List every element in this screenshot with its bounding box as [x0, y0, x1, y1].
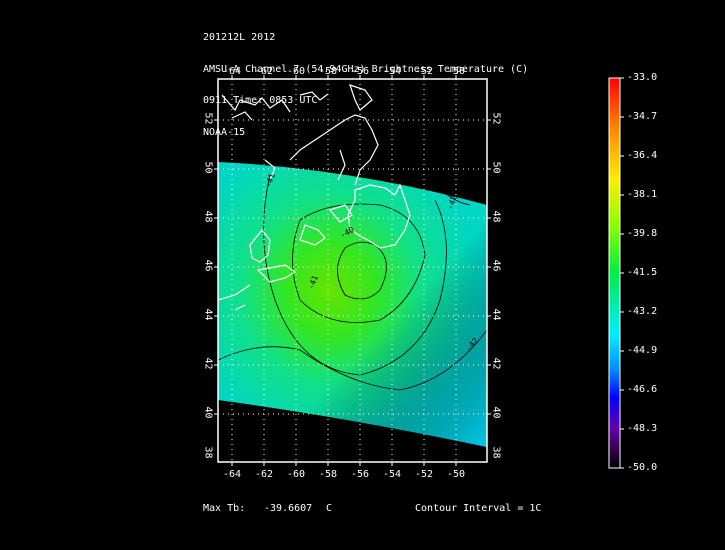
- lon-tick-top: -56: [350, 66, 370, 77]
- lon-tick-bottom: -54: [382, 469, 402, 480]
- lat-tick-left: 46: [202, 259, 214, 272]
- contour-interval: Contour Interval = 1C: [415, 503, 542, 514]
- lon-tick-bottom: -62: [254, 469, 274, 480]
- lat-tick-right: 40: [490, 406, 502, 419]
- lat-tick-left: 52: [202, 112, 214, 125]
- max-tb-unit: C: [326, 503, 333, 514]
- lat-tick-left: 42: [202, 357, 214, 370]
- lat-tick-left: 48: [202, 210, 214, 223]
- lon-tick-bottom: -56: [350, 469, 370, 480]
- plot-header: 201212L 2012 AMSU-A Channel 7 (54.94GHz)…: [203, 12, 528, 149]
- colorbar-label: -50.0: [627, 462, 658, 473]
- colorbar-label: -34.7: [627, 111, 658, 122]
- lat-tick-right: 46: [490, 259, 502, 272]
- lon-tick-bottom: -58: [318, 469, 338, 480]
- lat-tick-right: 48: [490, 210, 502, 223]
- header-line-2: AMSU-A Channel 7 (54.94GHz) Brightness T…: [203, 63, 529, 75]
- lat-tick-right: 42: [490, 357, 502, 370]
- lon-tick-bottom: -60: [286, 469, 306, 480]
- lon-tick-bottom: -64: [222, 469, 242, 480]
- lon-tick-bottom: -50: [446, 469, 466, 480]
- lon-tick-top: -60: [286, 66, 306, 77]
- lat-tick-right: 52: [490, 112, 502, 125]
- max-tb-value: -39.6607: [264, 503, 313, 514]
- lat-tick-right: 38: [490, 446, 502, 459]
- header-line-1: 201212L 2012: [203, 32, 276, 43]
- coastlines: [218, 84, 411, 311]
- colorbar: [608, 77, 621, 469]
- lat-tick-left: 44: [202, 308, 214, 321]
- colorbar-label: -33.0: [627, 72, 658, 83]
- lon-tick-top: -50: [446, 66, 466, 77]
- max-tb-label: Max Tb:: [203, 503, 246, 514]
- lon-tick-bottom: -52: [414, 469, 434, 480]
- lon-tick-top: -58: [318, 66, 338, 77]
- lon-tick-top: -52: [414, 66, 434, 77]
- colorbar-label: -46.6: [627, 384, 658, 395]
- header-line-4: NOAA-15: [203, 126, 246, 138]
- colorbar-label: -48.3: [627, 423, 658, 434]
- header-line-3: 0911 Time: 0853 UTC: [203, 95, 318, 106]
- colorbar-label: -41.5: [627, 267, 658, 278]
- lat-tick-left: 38: [202, 446, 214, 459]
- lon-tick-top: -62: [254, 66, 274, 77]
- colorbar-ticks: [620, 77, 624, 469]
- colorbar-label: -39.8: [627, 228, 658, 239]
- lat-tick-right: 50: [490, 161, 502, 174]
- frame-ticks: [214, 75, 491, 466]
- satellite-swath: [218, 162, 487, 447]
- lat-tick-left: 40: [202, 406, 214, 419]
- lat-tick-left: 50: [202, 161, 214, 174]
- colorbar-label: -43.2: [627, 306, 658, 317]
- colorbar-label: -44.9: [627, 345, 658, 356]
- lat-tick-right: 44: [490, 308, 502, 321]
- map-frame: [217, 78, 488, 463]
- lon-tick-top: -64: [222, 66, 242, 77]
- lon-tick-top: -54: [382, 66, 402, 77]
- colorbar-label: -36.4: [627, 150, 658, 161]
- colorbar-label: -38.1: [627, 189, 658, 200]
